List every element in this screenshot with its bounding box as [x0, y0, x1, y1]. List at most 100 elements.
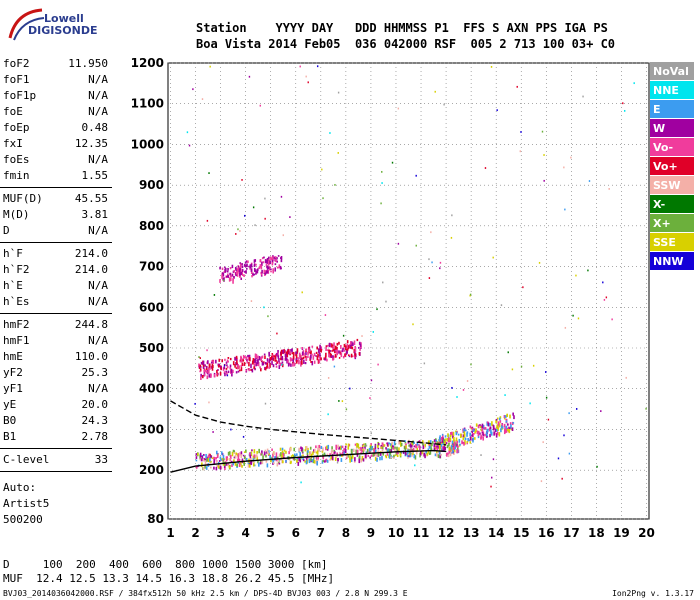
param-label: foEp [3, 121, 30, 134]
echo-point [357, 346, 360, 349]
echo-point [202, 375, 204, 379]
param-label: foE [3, 105, 23, 118]
echo-point [260, 356, 262, 362]
echo-point [301, 361, 303, 365]
echo-point [360, 447, 362, 451]
param-row: MUF(D) 45.55 [0, 191, 112, 207]
echo-point [452, 439, 455, 442]
param-row: h`F 214.0 [0, 246, 112, 262]
echo-point [225, 462, 228, 466]
echo-point [250, 368, 252, 371]
echo-point [216, 369, 218, 374]
echo-point [291, 348, 293, 353]
noise-point [511, 368, 514, 371]
echo-point [362, 450, 365, 454]
param-row: hmE 110.0 [0, 349, 112, 365]
echo-point [463, 433, 466, 438]
echo-point [295, 358, 298, 362]
echo-point [226, 459, 228, 462]
echo-point [249, 463, 251, 468]
echo-point [334, 354, 337, 358]
echo-point [388, 448, 391, 453]
echo-point [426, 452, 429, 456]
noise-point [334, 183, 336, 186]
echo-point [450, 452, 453, 454]
echo-point [227, 462, 229, 466]
echo-point [256, 456, 259, 461]
echo-point [453, 441, 456, 447]
noise-point [520, 131, 522, 133]
echo-point [256, 361, 259, 365]
echo-point [265, 454, 267, 458]
echo-point [215, 359, 217, 364]
noise-point [264, 197, 266, 200]
echo-point [253, 454, 256, 458]
echo-point [236, 273, 239, 277]
echo-point [345, 352, 348, 355]
echo-point [205, 453, 207, 459]
noise-point [338, 400, 340, 402]
echo-point [449, 447, 451, 451]
noise-point [280, 195, 283, 198]
echo-point [348, 443, 351, 447]
echo-point [229, 278, 232, 282]
echo-point [351, 346, 354, 350]
y-tick-label: 700 [139, 260, 164, 274]
y-tick-label: 1100 [131, 97, 164, 111]
echo-point [407, 454, 410, 457]
echo-point [289, 351, 291, 354]
y-tick-label: 200 [139, 463, 164, 477]
echo-point [477, 434, 480, 439]
noise-point [466, 380, 469, 382]
noise-point [596, 465, 598, 468]
echo-point [295, 354, 297, 357]
echo-point [353, 340, 356, 346]
noise-point [281, 363, 283, 366]
echo-point [301, 447, 303, 451]
noise-point [235, 233, 237, 235]
echo-point [322, 455, 325, 460]
echo-point [380, 444, 383, 448]
echo-point [447, 453, 450, 458]
echo-point [323, 357, 326, 360]
echo-point [312, 456, 315, 459]
echo-point [294, 362, 296, 366]
fitted-trace-curve [170, 449, 447, 473]
echo-point [461, 440, 463, 445]
echo-point [233, 459, 235, 464]
echo-point [296, 453, 298, 456]
echo-point [227, 356, 230, 359]
echo-point [477, 432, 480, 437]
noise-point [608, 188, 610, 190]
echo-point [346, 348, 348, 351]
x-tick-label: 18 [588, 526, 605, 540]
echo-point [261, 460, 264, 465]
echo-point [381, 455, 383, 461]
echo-point [249, 264, 252, 269]
echo-point [257, 363, 259, 367]
param-label: C-level [3, 453, 50, 466]
echo-point [452, 434, 454, 439]
echo-point [298, 456, 301, 462]
echo-point [238, 452, 241, 456]
echo-point [245, 270, 247, 274]
echo-point [222, 460, 225, 463]
echo-point [221, 359, 224, 363]
echo-point [328, 349, 330, 354]
echo-point [337, 444, 339, 449]
echo-point [462, 434, 465, 438]
echo-point [492, 426, 495, 431]
echo-point [268, 366, 271, 369]
echo-point [253, 360, 255, 363]
param-label: hmF1 [3, 334, 30, 347]
echo-point [255, 454, 258, 458]
echo-point [497, 427, 499, 432]
param-value: 214.0 [74, 247, 108, 260]
noise-point [600, 410, 602, 413]
echo-point [253, 464, 256, 467]
echo-point [204, 364, 206, 367]
echo-point [337, 458, 339, 462]
echo-point [398, 440, 400, 445]
echo-point [249, 454, 252, 459]
echo-point [454, 442, 457, 446]
